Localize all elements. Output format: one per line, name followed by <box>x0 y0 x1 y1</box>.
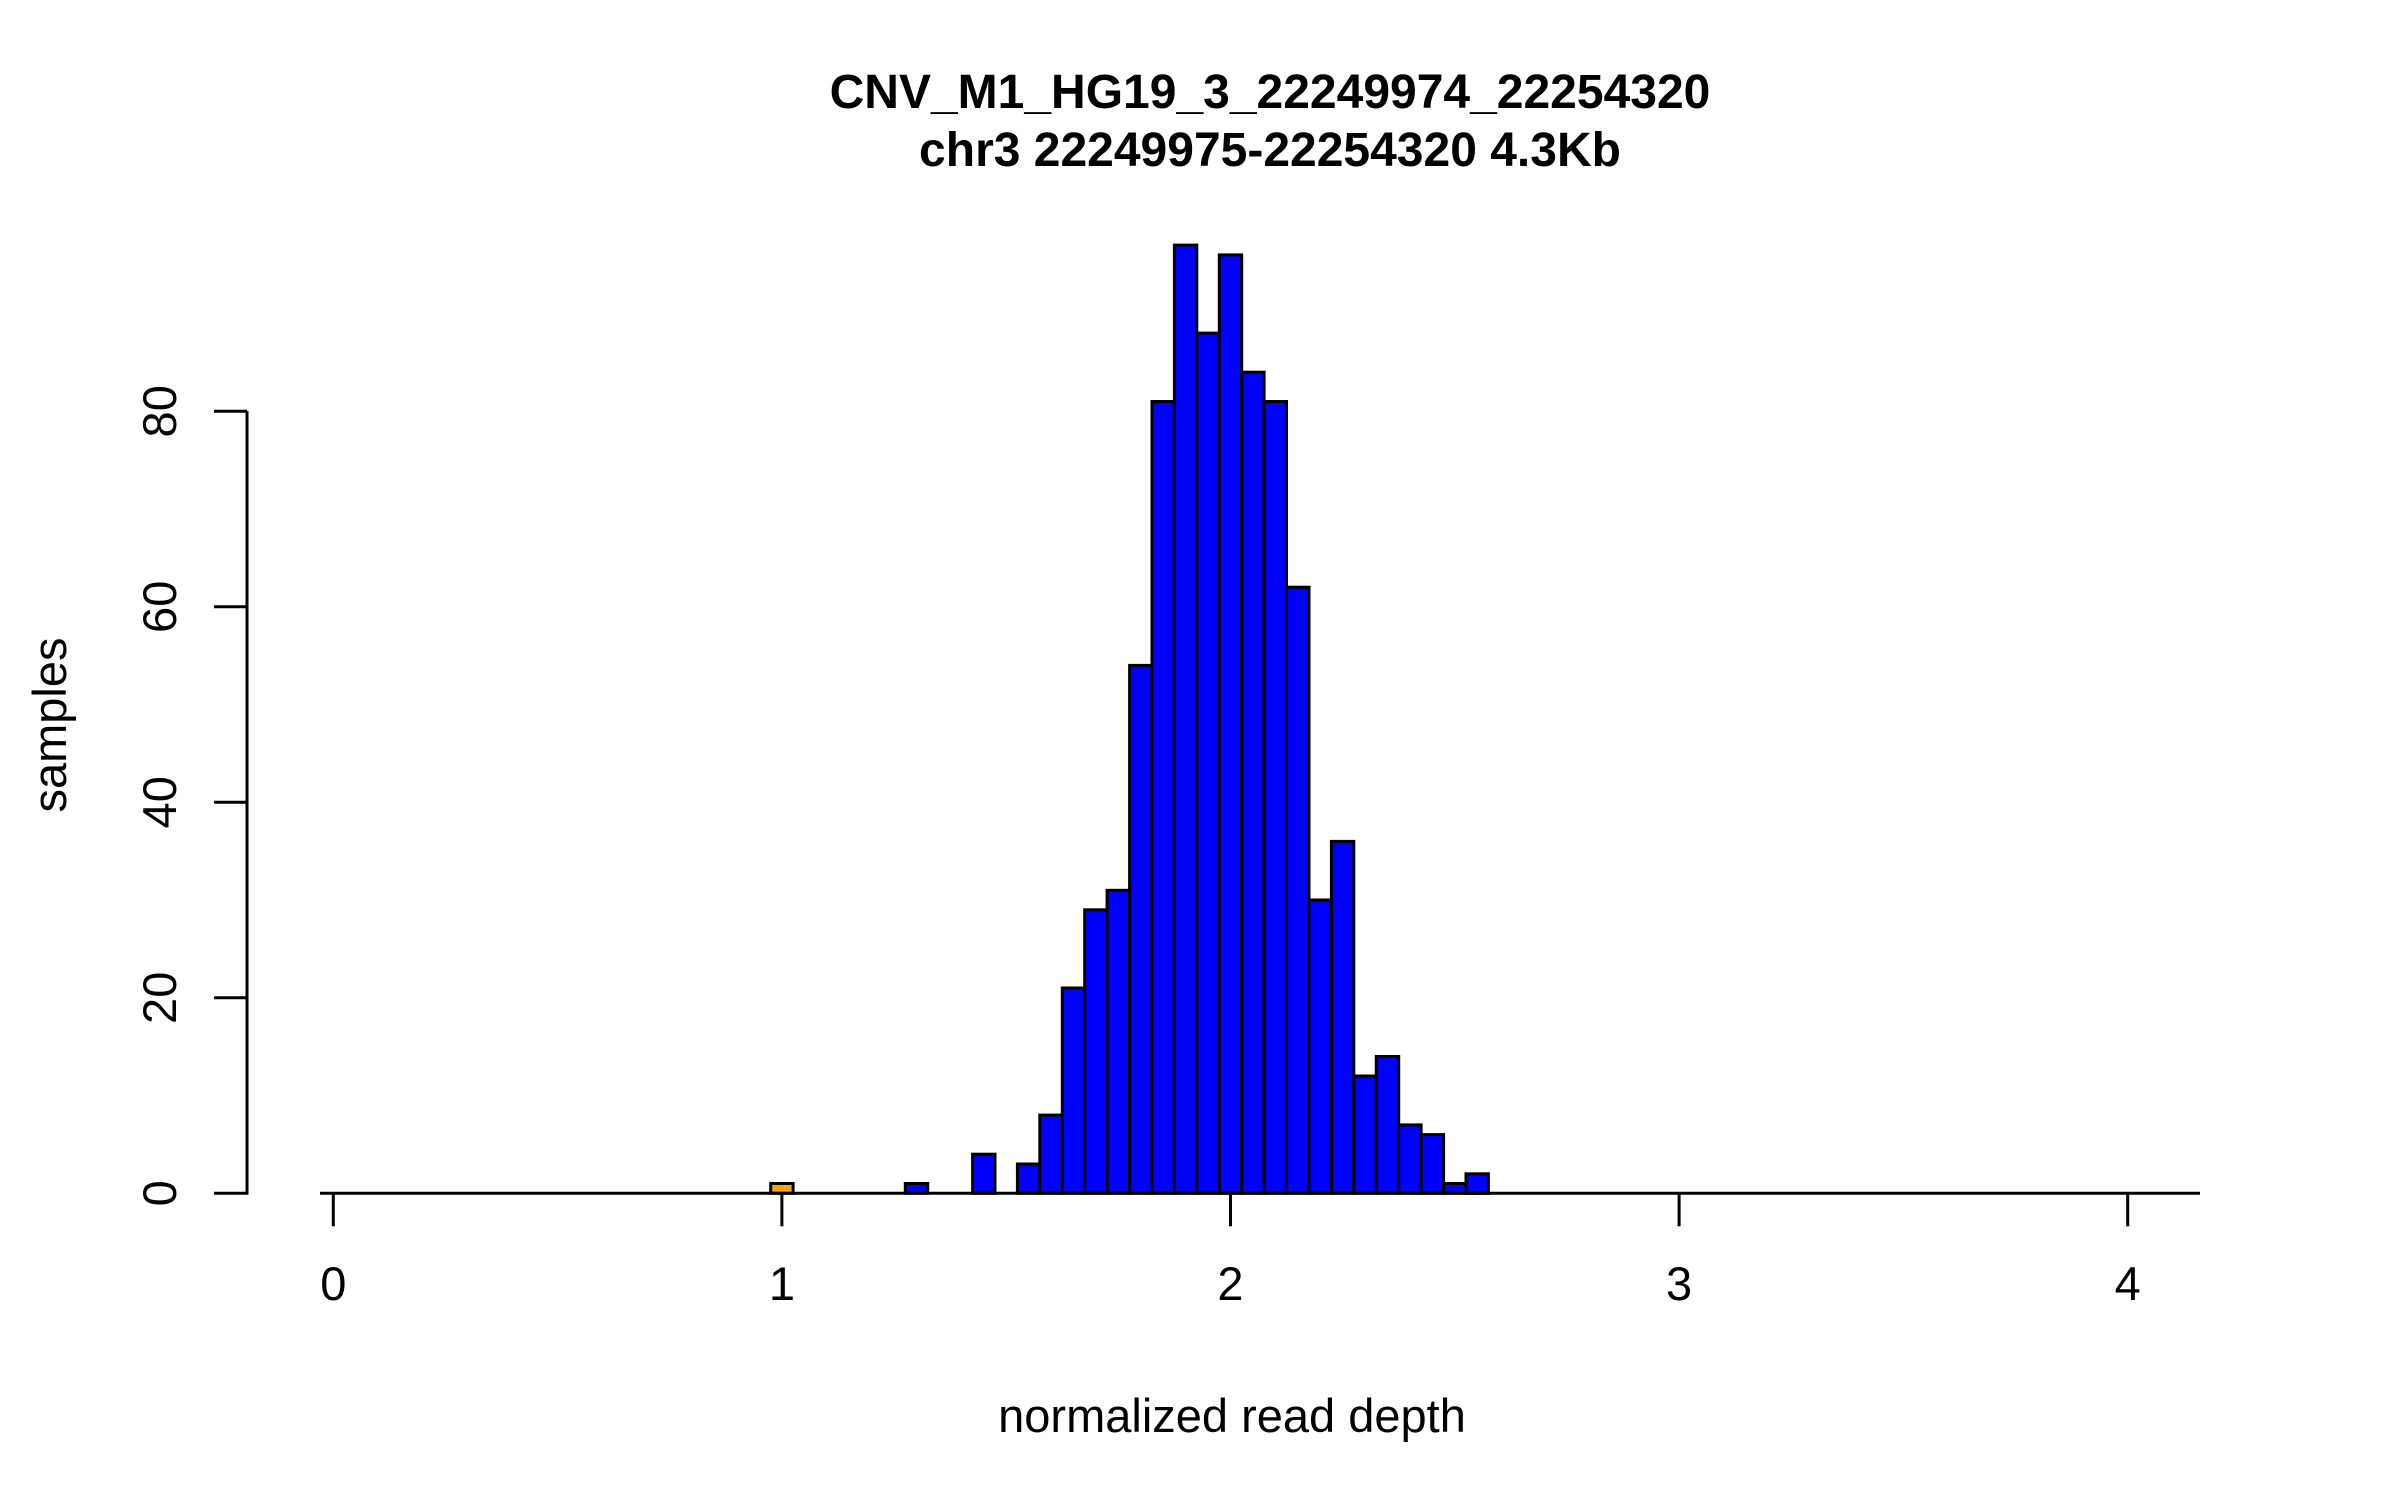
plot-subtitle: chr3 22249975-22254320 4.3Kb <box>919 124 1621 177</box>
plot-title: CNV_M1_HG19_3_22249974_22254320 <box>830 66 1711 119</box>
histogram-bar <box>1128 663 1154 1195</box>
histogram-bar <box>971 1152 997 1195</box>
histogram-bar <box>1240 370 1266 1195</box>
y-tick-label: 40 <box>133 776 186 828</box>
x-axis-title: normalized read depth <box>998 1389 1466 1442</box>
x-tick-label: 3 <box>1666 1257 1692 1310</box>
x-tick-label: 0 <box>320 1257 346 1310</box>
histogram-bar <box>1307 898 1333 1195</box>
histogram-bars <box>769 243 1490 1195</box>
x-tick-label: 4 <box>2115 1257 2141 1310</box>
x-tick-label: 1 <box>769 1257 795 1310</box>
y-tick-label: 0 <box>133 1180 186 1206</box>
histogram-bar <box>1329 839 1356 1195</box>
y-tick-label: 60 <box>133 581 186 633</box>
histogram-bar <box>1374 1055 1401 1195</box>
histogram-bar <box>1262 400 1288 1195</box>
x-tick-label: 2 <box>1217 1257 1243 1310</box>
histogram-bar <box>1038 1113 1064 1195</box>
y-axis-title: samples <box>23 637 76 812</box>
histogram-bar <box>1397 1123 1423 1195</box>
histogram-bar <box>1150 400 1176 1195</box>
histogram-bar <box>1105 888 1131 1195</box>
y-tick-label: 20 <box>133 972 186 1024</box>
histogram-bar <box>1015 1162 1042 1195</box>
histogram-bar <box>1172 243 1199 1195</box>
histogram-bar <box>1352 1074 1378 1195</box>
histogram-bar <box>1419 1133 1446 1195</box>
histogram-bar <box>1285 585 1311 1195</box>
histogram-bar <box>1083 908 1109 1195</box>
y-tick-label: 80 <box>133 385 186 437</box>
histogram-bar <box>1060 986 1087 1195</box>
histogram-bar <box>1464 1172 1490 1195</box>
histogram-bar <box>1217 253 1244 1195</box>
histogram-bar <box>1195 331 1221 1195</box>
